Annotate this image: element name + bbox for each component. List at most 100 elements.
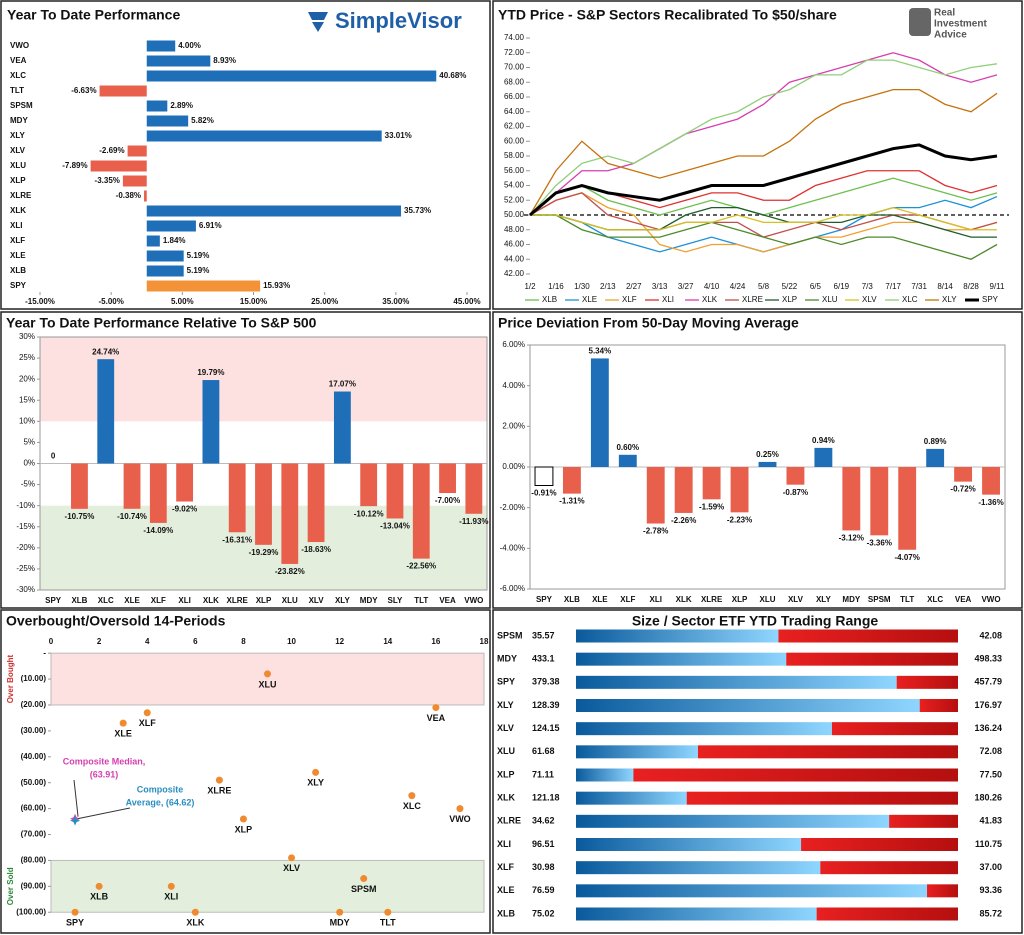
x-tick-label: 2/27 — [626, 282, 642, 291]
logo: Investment — [934, 19, 987, 30]
bar — [307, 463, 325, 543]
x-tick-label: SPY — [536, 595, 553, 604]
value-label: -10.75% — [65, 512, 95, 521]
bar — [562, 467, 581, 494]
x-tick-label: SLY — [388, 596, 403, 605]
x-tick-label: 5/8 — [758, 282, 770, 291]
x-tick-label: MDY — [360, 596, 378, 605]
x-tick-label: XLF — [620, 595, 635, 604]
low-label: 30.98 — [532, 862, 555, 872]
x-tick-label: 6/5 — [810, 282, 822, 291]
point-label: XLF — [139, 718, 157, 728]
value-label: -4.07% — [895, 553, 920, 562]
x-tick-label: XLE — [592, 595, 608, 604]
value-label: -3.36% — [867, 538, 892, 547]
chart-title: Year To Date Performance Relative To S&P… — [6, 315, 317, 331]
value-label: 6.91% — [199, 221, 222, 230]
bar — [146, 100, 168, 112]
y-tick-label: -30% — [16, 585, 35, 594]
bar — [758, 461, 777, 467]
x-tick-label: 4 — [145, 637, 150, 646]
x-tick-label: SPY — [45, 596, 62, 605]
bar — [146, 55, 211, 67]
x-tick-label: XLF — [151, 596, 166, 605]
category-label: XLI — [497, 839, 511, 849]
value-label: 0.94% — [812, 436, 835, 445]
range-low-segment — [576, 652, 787, 666]
value-label: 5.19% — [187, 251, 210, 260]
legend-label: XLK — [702, 295, 718, 304]
value-label: -14.09% — [143, 526, 173, 535]
x-tick-label: XLY — [335, 596, 350, 605]
legend-label: XLI — [662, 295, 674, 304]
range-high-segment — [919, 699, 958, 712]
x-tick-label: 8/14 — [937, 282, 953, 291]
y-tick-label: (80.00) — [21, 856, 47, 865]
y-tick-label: 0.00% — [502, 462, 525, 471]
point-label: XLC — [403, 801, 422, 811]
high-label: 498.33 — [974, 654, 1002, 664]
range-low-segment — [576, 814, 890, 828]
y-tick-label: 44.00 — [504, 254, 525, 263]
x-tick-label: 6/19 — [834, 282, 850, 291]
point — [119, 719, 127, 727]
point — [191, 908, 199, 916]
category-label: XLU — [497, 746, 515, 756]
y-tick-label: (50.00) — [21, 778, 47, 787]
point — [408, 792, 416, 800]
x-tick-label: XLRE — [701, 595, 723, 604]
x-tick-label: MDY — [842, 595, 860, 604]
y-tick-label: (90.00) — [21, 881, 47, 890]
high-label: 85.72 — [979, 908, 1002, 918]
value-label: -18.63% — [301, 545, 331, 554]
range-low-segment — [576, 791, 687, 805]
legend-label: XLU — [822, 295, 838, 304]
value-label: 1.84% — [163, 236, 186, 245]
low-label: 96.51 — [532, 839, 555, 849]
low-label: 71.11 — [532, 769, 554, 779]
point — [239, 815, 247, 823]
bar — [730, 467, 749, 513]
point-label: XLE — [114, 728, 132, 738]
value-label: -9.02% — [172, 505, 197, 514]
bar — [90, 160, 147, 172]
x-tick-label: XLC — [927, 595, 943, 604]
category-label: XLP — [10, 176, 26, 185]
bar — [674, 467, 693, 513]
category-label: XLRE — [10, 191, 32, 200]
point-label: XLB — [90, 892, 109, 902]
x-tick-label: 8/28 — [963, 282, 979, 291]
high-label: 93.36 — [979, 885, 1002, 895]
x-tick-label: 25.00% — [311, 297, 338, 306]
bar — [146, 115, 189, 127]
point — [71, 908, 79, 916]
category-label: XLRE — [497, 816, 521, 826]
point-label: MDY — [330, 918, 350, 928]
bar — [146, 265, 184, 277]
category-label: XLC — [10, 71, 26, 80]
bar — [281, 463, 299, 564]
range-high-segment — [896, 675, 958, 689]
chart-title: Price Deviation From 50-Day Moving Avera… — [498, 315, 799, 331]
y-tick-label: 20% — [19, 374, 35, 383]
band — [50, 652, 485, 706]
y-tick-label: 68.00 — [504, 77, 525, 86]
annotation: Composite — [137, 784, 184, 794]
category-label: XLB — [497, 908, 516, 918]
category-label: MDY — [497, 654, 517, 664]
legend-label: SPY — [982, 295, 999, 304]
y-tick-label: 58.00 — [504, 151, 525, 160]
value-label: 15.93% — [263, 281, 290, 290]
legend-label: XLF — [622, 295, 637, 304]
x-tick-label: 3/13 — [652, 282, 668, 291]
x-tick-label: 7/31 — [911, 282, 927, 291]
low-label: 75.02 — [532, 908, 555, 918]
value-label: -10.74% — [117, 512, 147, 521]
category-label: XLV — [497, 723, 514, 733]
high-label: 41.83 — [979, 816, 1002, 826]
point — [143, 709, 151, 717]
low-label: 379.38 — [532, 677, 560, 687]
x-tick-label: XLC — [98, 596, 114, 605]
band-label: Over Sold — [6, 867, 15, 905]
